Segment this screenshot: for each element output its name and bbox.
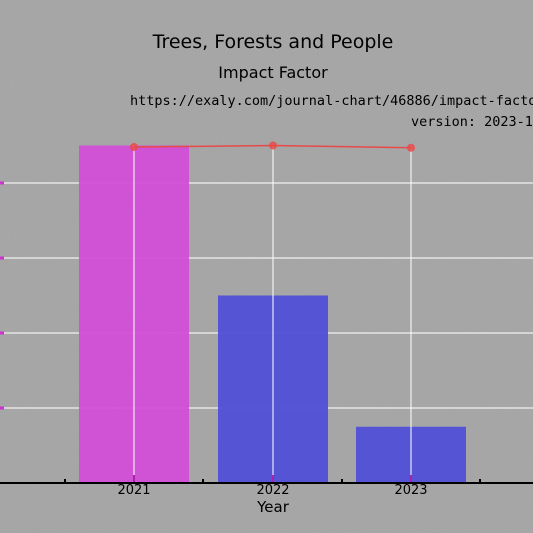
trend-point-2023 xyxy=(407,143,415,152)
x-axis-label: Year xyxy=(256,498,290,516)
chart-title: Trees, Forests and People xyxy=(152,31,394,53)
x-tick-label: 2021 xyxy=(117,483,150,498)
y-tick-mark xyxy=(0,331,4,335)
y-tick-mark xyxy=(0,406,4,410)
chart-subtitle: Impact Factor xyxy=(218,63,328,82)
y-tick-mark xyxy=(0,256,4,260)
trend-point-2021 xyxy=(130,143,138,151)
trend-line xyxy=(130,141,415,152)
y-tick-mark xyxy=(0,181,4,185)
source-url: https://exaly.com/journal-chart/46886/im… xyxy=(130,93,533,109)
x-axis xyxy=(0,475,533,484)
y-axis-ticks xyxy=(0,181,4,410)
version-label: version: 2023-12- xyxy=(411,114,533,130)
x-tick-label: 2023 xyxy=(394,483,427,498)
vertical-gridlines xyxy=(133,145,412,483)
x-tick-label: 2022 xyxy=(256,483,289,498)
x-tick-labels: 2021 2022 2023 xyxy=(117,483,427,498)
trend-point-2022 xyxy=(269,141,277,150)
